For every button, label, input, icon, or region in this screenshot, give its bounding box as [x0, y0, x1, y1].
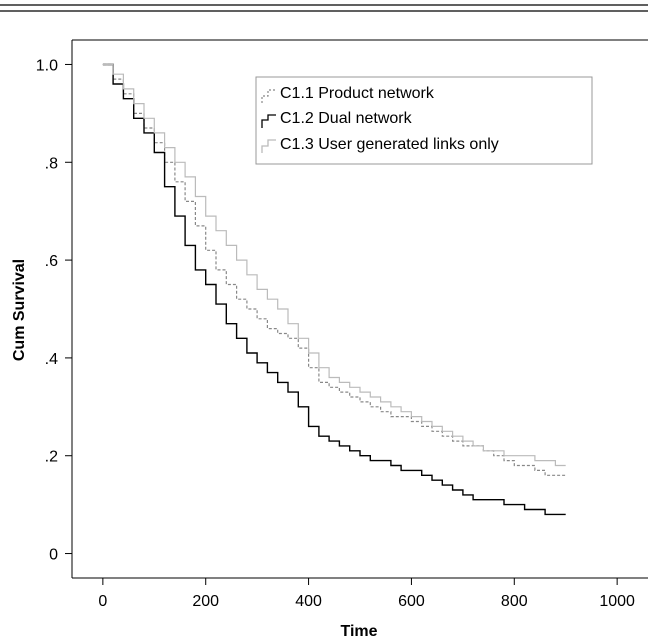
legend-label-dual-network: C1.2 Dual network	[280, 110, 413, 127]
y-tick-label: .6	[45, 253, 58, 270]
legend: C1.1 Product network C1.2 Dual network C…	[255, 76, 593, 165]
x-tick-label: 600	[398, 593, 425, 610]
y-tick-label: .2	[45, 449, 58, 466]
x-tick-label: 200	[192, 593, 219, 610]
series-layer	[102, 63, 566, 516]
y-tick-label: .4	[45, 351, 58, 368]
y-tick-label: 0	[49, 547, 58, 564]
legend-item-user-generated-links: C1.3 User generated links only	[261, 136, 499, 153]
legend-swatch-user-generated-links	[261, 139, 276, 153]
series-line-user-generated-links	[102, 63, 566, 467]
series-line-dual-network	[102, 63, 566, 516]
legend-label-product-network: C1.1 Product network	[280, 85, 435, 102]
x-tick-label: 400	[295, 593, 322, 610]
legend-item-product-network: C1.1 Product network	[261, 85, 435, 103]
legend-swatch-dual-network	[261, 114, 276, 128]
x-tick-label: 1000	[599, 593, 635, 610]
x-axis-ticks: 0 200 400 600 800 1000	[98, 578, 635, 610]
y-axis-title: Cum Survival	[11, 259, 28, 361]
legend-label-user-generated-links: C1.3 User generated links only	[280, 136, 499, 153]
x-axis-title: Time	[340, 623, 377, 640]
y-tick-label: .8	[45, 155, 58, 172]
legend-swatch-product-network	[261, 89, 276, 103]
x-tick-label: 0	[98, 593, 107, 610]
legend-box	[255, 76, 593, 165]
y-axis-ticks: 0 .2 .4 .6 .8 1.0	[36, 57, 72, 564]
legend-item-dual-network: C1.2 Dual network	[261, 110, 413, 128]
x-tick-label: 800	[501, 593, 528, 610]
y-tick-label: 1.0	[36, 57, 58, 74]
